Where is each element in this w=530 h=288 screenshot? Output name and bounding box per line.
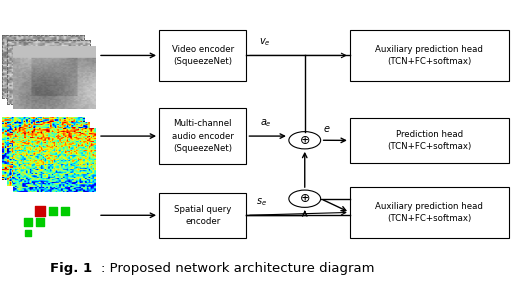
Bar — [159, 193, 246, 238]
Text: Video encoder
(SqueezeNet): Video encoder (SqueezeNet) — [172, 45, 234, 66]
Circle shape — [289, 132, 321, 149]
Point — [24, 230, 32, 235]
Circle shape — [289, 190, 321, 207]
Text: $a_e$: $a_e$ — [260, 117, 271, 129]
Point — [36, 209, 45, 213]
Text: $v_e$: $v_e$ — [259, 37, 271, 48]
Bar — [159, 30, 246, 81]
Text: Auxiliary prediction head
(TCN+FC+softmax): Auxiliary prediction head (TCN+FC+softma… — [375, 45, 483, 66]
Text: Prediction head
(TCN+FC+softmax): Prediction head (TCN+FC+softmax) — [387, 130, 471, 151]
Text: $\oplus$: $\oplus$ — [299, 134, 311, 147]
Point — [24, 219, 32, 224]
Point — [36, 219, 45, 224]
Text: $\oplus$: $\oplus$ — [299, 192, 311, 205]
Bar — [350, 187, 509, 238]
Text: : Proposed network architecture diagram: : Proposed network architecture diagram — [101, 262, 374, 275]
Bar — [350, 118, 509, 163]
Text: Spatial query
encoder: Spatial query encoder — [174, 204, 232, 226]
Text: Auxiliary prediction head
(TCN+FC+softmax): Auxiliary prediction head (TCN+FC+softma… — [375, 202, 483, 223]
Bar — [350, 30, 509, 81]
Point — [61, 209, 69, 213]
Text: $e$: $e$ — [323, 124, 331, 134]
Bar — [159, 108, 246, 164]
Text: Multi-channel
audio encoder
(SqueezeNet): Multi-channel audio encoder (SqueezeNet) — [172, 119, 234, 153]
Text: $s_e$: $s_e$ — [256, 196, 267, 208]
Point — [49, 209, 57, 213]
Text: Fig. 1: Fig. 1 — [50, 262, 92, 275]
